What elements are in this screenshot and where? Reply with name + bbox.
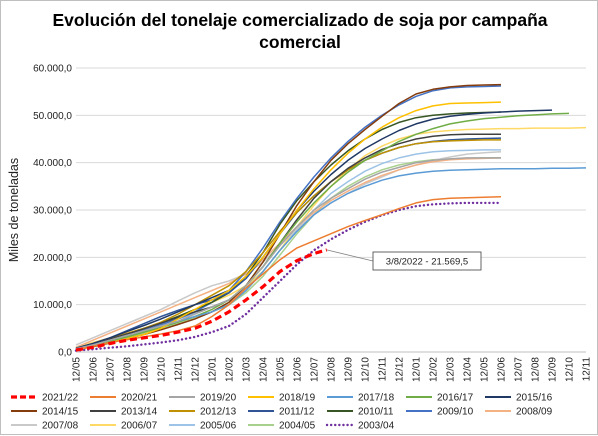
legend-label: 2020/21 bbox=[121, 393, 158, 404]
x-axis: 12/05 12/06 12/07 12/08 12/09 12/10 12/11 12/12… bbox=[72, 351, 593, 382]
x-tick-label: 12/06 bbox=[293, 357, 304, 382]
x-tick-label: 12/05 bbox=[276, 357, 287, 382]
legend-label: 2012/13 bbox=[200, 407, 237, 418]
series-line-2003-04 bbox=[74, 201, 503, 352]
y-tick-label: 30.000,0 bbox=[33, 206, 72, 217]
x-tick-label: 12/07 bbox=[310, 357, 321, 382]
series-line-2016-17 bbox=[75, 112, 570, 350]
legend-label: 2018/19 bbox=[279, 393, 316, 404]
x-tick-label: 12/09 bbox=[140, 357, 151, 382]
legend: 2021/22 2020/21 2019/20 2018/19 2017/18 2016/… bbox=[11, 393, 553, 432]
x-tick-label: 12/08 bbox=[327, 357, 338, 382]
annotation-box bbox=[372, 251, 482, 271]
series-line-2021-22 bbox=[75, 248, 328, 352]
chart-title-line: Evolución del tonelaje comercializado de… bbox=[52, 10, 547, 30]
legend-label: 2015/16 bbox=[516, 393, 553, 404]
gridlines bbox=[76, 67, 586, 353]
annotation-text: 3/8/2022 - 21.569,5 bbox=[386, 257, 468, 268]
series-line-2008-09 bbox=[75, 157, 502, 348]
y-tick-label: 10.000,0 bbox=[33, 300, 72, 311]
legend-label: 2013/14 bbox=[121, 407, 158, 418]
legend-label: 2019/20 bbox=[200, 393, 237, 404]
x-tick-label: 12/10 bbox=[157, 357, 168, 382]
x-tick-label: 12/08 bbox=[123, 357, 134, 382]
legend-label: 2016/17 bbox=[437, 393, 474, 404]
x-tick-label: 12/12 bbox=[191, 357, 202, 382]
series-lines bbox=[74, 83, 587, 352]
legend-label: 2005/06 bbox=[200, 421, 237, 432]
series-line-2019-20 bbox=[75, 157, 501, 350]
legend-label: 2009/10 bbox=[437, 407, 474, 418]
x-tick-label: 12/07 bbox=[106, 357, 117, 382]
x-tick-label: 12/08 bbox=[531, 357, 542, 382]
x-tick-label: 12/05 bbox=[72, 357, 83, 382]
legend-label: 2006/07 bbox=[121, 421, 158, 432]
y-tick-label: 50.000,0 bbox=[33, 111, 72, 122]
series-line-2014-15 bbox=[75, 83, 502, 351]
x-tick-label: 12/10 bbox=[361, 357, 372, 382]
legend-label: 2008/09 bbox=[516, 407, 553, 418]
x-tick-label: 12/09 bbox=[548, 357, 559, 382]
legend-label: 2004/05 bbox=[279, 421, 316, 432]
y-tick-label: 40.000,0 bbox=[33, 158, 72, 169]
chart-title: Evolución del tonelaje comercializado de… bbox=[52, 10, 547, 52]
legend-label: 2007/08 bbox=[42, 421, 79, 432]
legend-label: 2014/15 bbox=[42, 407, 79, 418]
legend-label: 2021/22 bbox=[42, 393, 79, 404]
x-tick-label: 12/03 bbox=[446, 357, 457, 382]
y-tick-label: 60.000,0 bbox=[33, 64, 72, 75]
series-line-2018-19 bbox=[75, 101, 502, 351]
x-tick-label: 12/06 bbox=[89, 357, 100, 382]
annotation-leader bbox=[326, 249, 374, 262]
y-axis-label: Miles de toneladas bbox=[7, 158, 21, 262]
x-tick-label: 12/10 bbox=[565, 357, 576, 382]
x-tick-label: 12/11 bbox=[174, 357, 185, 382]
annotation: 3/8/2022 - 21.569,5 bbox=[326, 249, 482, 271]
series-line-2007-08 bbox=[75, 151, 502, 346]
x-tick-label: 12/11 bbox=[582, 357, 593, 382]
x-tick-label: 12/09 bbox=[344, 357, 355, 382]
chart-title-line: comercial bbox=[259, 32, 341, 52]
legend-label: 2011/12 bbox=[279, 407, 315, 418]
x-tick-label: 12/12 bbox=[395, 357, 406, 382]
legend-label: 2017/18 bbox=[358, 393, 395, 404]
series-line-2015-16 bbox=[75, 109, 553, 349]
x-tick-label: 12/01 bbox=[412, 357, 423, 382]
x-tick-label: 12/02 bbox=[225, 357, 236, 382]
x-tick-label: 12/02 bbox=[429, 357, 440, 382]
x-tick-label: 12/04 bbox=[463, 357, 474, 382]
x-tick-label: 12/01 bbox=[208, 357, 219, 382]
x-tick-label: 12/04 bbox=[259, 357, 270, 382]
y-tick-label: 0,0 bbox=[58, 348, 72, 359]
legend-label: 2010/11 bbox=[358, 407, 394, 418]
y-axis: 0,0 10.000,0 20.000,0 30.000,0 40.000,0 50.00… bbox=[7, 64, 72, 359]
x-tick-label: 12/03 bbox=[242, 357, 253, 382]
x-tick-label: 12/06 bbox=[497, 357, 508, 382]
series-line-2009-10 bbox=[75, 85, 502, 350]
x-tick-label: 12/05 bbox=[480, 357, 491, 382]
legend-label: 2003/04 bbox=[358, 421, 395, 432]
x-tick-label: 12/11 bbox=[378, 357, 389, 382]
x-tick-label: 12/07 bbox=[514, 357, 525, 382]
y-tick-label: 20.000,0 bbox=[33, 253, 72, 264]
